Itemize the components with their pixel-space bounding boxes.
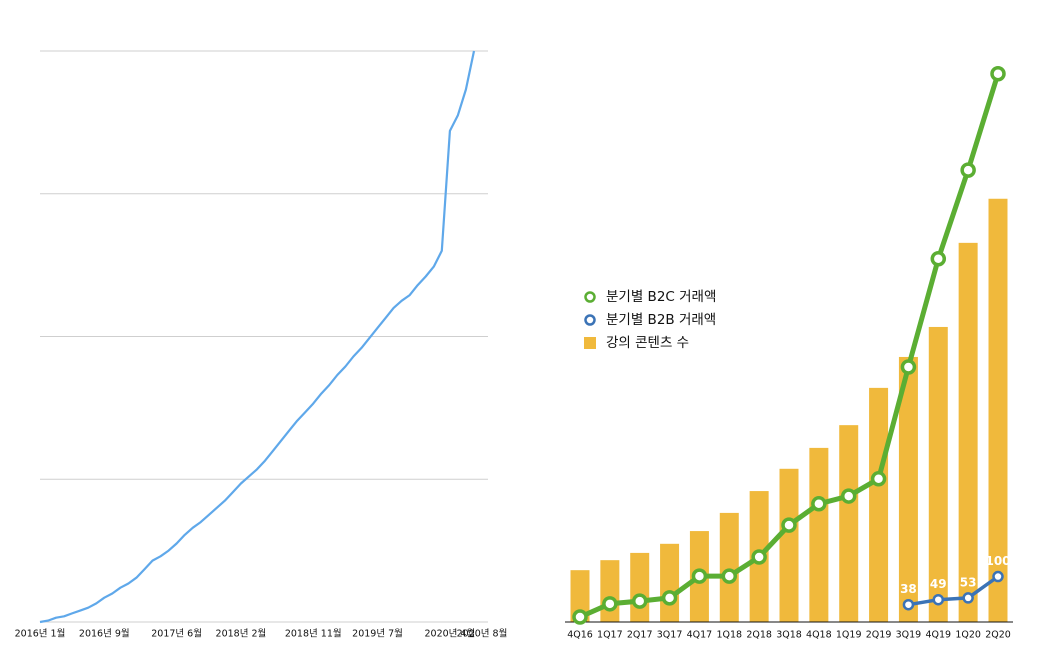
bar xyxy=(928,326,948,622)
point-marker xyxy=(781,517,797,533)
x-tick-label: 2019년 7월 xyxy=(352,628,403,640)
point-marker xyxy=(960,162,976,178)
bar xyxy=(600,560,620,622)
point-marker xyxy=(602,596,618,612)
point-marker xyxy=(990,65,1006,82)
bar xyxy=(988,198,1008,622)
data-label: 100 xyxy=(985,554,1010,568)
x-tick-label: 2Q20 xyxy=(985,630,1011,641)
x-tick-label: 2Q17 xyxy=(627,630,653,641)
point-marker xyxy=(932,593,945,606)
bar xyxy=(839,425,859,622)
x-tick-label: 1Q20 xyxy=(955,630,981,641)
x-tick-label: 2016년 9월 xyxy=(79,628,130,640)
x-tick-label: 2018년 11월 xyxy=(285,628,342,640)
point-marker xyxy=(840,488,857,504)
point-marker xyxy=(811,496,827,512)
x-tick-label: 4Q19 xyxy=(925,630,951,641)
line-series xyxy=(39,50,476,624)
x-tick-label: 4Q16 xyxy=(567,630,593,641)
bar xyxy=(779,468,799,622)
line-series xyxy=(908,575,1000,607)
x-tick-label: 2Q19 xyxy=(866,630,892,641)
point-marker xyxy=(930,251,947,267)
legend-marker xyxy=(584,314,596,326)
bar xyxy=(570,570,590,622)
point-marker xyxy=(902,598,915,611)
legend-label: 분기별 B2C 거래액 xyxy=(606,289,716,305)
point-marker xyxy=(721,568,738,584)
x-tick-label: 1Q19 xyxy=(836,630,862,641)
bar xyxy=(898,356,918,622)
data-label: 49 xyxy=(930,577,947,591)
point-marker xyxy=(900,359,917,375)
legend-marker xyxy=(584,337,596,349)
x-tick-label: 2016년 1월 xyxy=(15,628,66,640)
bar xyxy=(660,543,680,622)
bar xyxy=(869,387,889,622)
x-tick-label: 3Q19 xyxy=(896,630,922,641)
x-tick-label: 2Q18 xyxy=(746,630,772,641)
point-marker xyxy=(631,593,648,609)
data-label: 53 xyxy=(960,575,977,589)
x-tick-label: 2018년 2월 xyxy=(216,628,267,640)
point-marker xyxy=(992,570,1004,583)
point-marker xyxy=(691,568,708,584)
x-tick-label: 1Q17 xyxy=(597,630,623,641)
point-marker xyxy=(751,549,767,565)
legend-label: 분기별 B2B 거래액 xyxy=(606,312,716,328)
bar xyxy=(630,552,650,622)
legend-label: 강의 콘텐츠 수 xyxy=(606,335,689,351)
legend-marker xyxy=(584,291,596,303)
bar xyxy=(958,242,978,622)
point-marker xyxy=(962,592,974,604)
point-marker xyxy=(870,471,887,487)
x-tick-label: 2020년 8월 xyxy=(457,628,508,640)
x-tick-label: 4Q18 xyxy=(806,630,832,641)
point-marker xyxy=(572,609,588,625)
bar xyxy=(809,447,829,622)
bar xyxy=(719,512,739,622)
x-tick-label: 1Q18 xyxy=(716,630,742,641)
x-tick-label: 3Q17 xyxy=(657,630,683,641)
x-tick-label: 2017년 6월 xyxy=(151,628,202,640)
x-tick-label: 2020년 4월 xyxy=(424,628,475,640)
x-tick-label: 3Q18 xyxy=(776,630,802,641)
x-tick-label: 4Q17 xyxy=(687,630,713,641)
data-label: 38 xyxy=(900,582,917,596)
point-marker xyxy=(661,590,678,606)
